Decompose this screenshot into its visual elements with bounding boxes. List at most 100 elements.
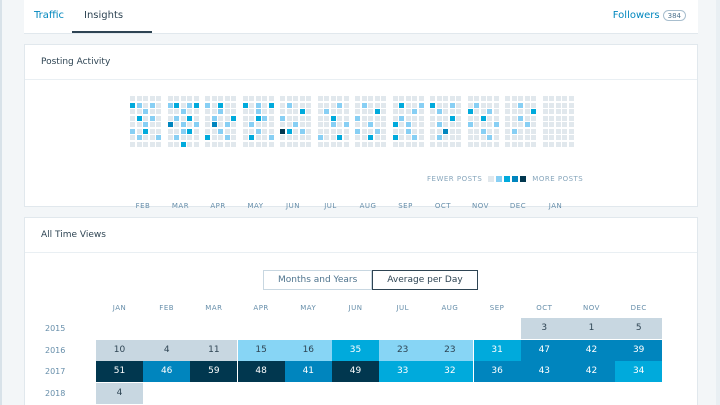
heatmap-day-cell[interactable] [211, 128, 217, 134]
heatmap-day-cell[interactable] [562, 128, 567, 134]
heatmap-day-cell[interactable] [268, 115, 274, 121]
heatmap-day-cell[interactable] [474, 109, 479, 114]
heatmap-day-cell[interactable] [511, 135, 517, 140]
heatmap-day-cell[interactable] [542, 135, 548, 140]
heatmap-day-cell[interactable] [262, 135, 267, 140]
heatmap-day-cell[interactable] [430, 109, 435, 114]
heatmap-day-cell[interactable] [317, 141, 323, 147]
heatmap-day-cell[interactable] [511, 115, 517, 121]
heatmap-day-cell[interactable] [262, 115, 267, 121]
heatmap-day-cell[interactable] [324, 96, 329, 101]
heatmap-day-cell[interactable] [242, 96, 248, 101]
views-cell[interactable]: 42 [568, 361, 615, 382]
heatmap-day-cell[interactable] [480, 122, 486, 127]
heatmap-day-cell[interactable] [562, 115, 567, 121]
heatmap-day-cell[interactable] [381, 135, 386, 140]
heatmap-day-cell[interactable] [374, 109, 380, 114]
heatmap-day-cell[interactable] [306, 128, 311, 134]
heatmap-day-cell[interactable] [306, 141, 311, 147]
heatmap-day-cell[interactable] [505, 109, 510, 114]
heatmap-day-cell[interactable] [180, 96, 186, 101]
views-cell[interactable]: 34 [615, 361, 663, 382]
heatmap-day-cell[interactable] [518, 115, 523, 121]
views-cell[interactable]: 43 [520, 361, 568, 382]
heatmap-day-cell[interactable] [418, 115, 424, 121]
heatmap-day-cell[interactable] [255, 102, 261, 108]
heatmap-day-cell[interactable] [549, 135, 554, 140]
heatmap-day-cell[interactable] [474, 122, 479, 127]
heatmap-day-cell[interactable] [167, 115, 173, 121]
heatmap-day-cell[interactable] [317, 109, 323, 114]
heatmap-day-cell[interactable] [562, 135, 567, 140]
heatmap-day-cell[interactable] [130, 135, 135, 140]
heatmap-day-cell[interactable] [143, 135, 148, 140]
heatmap-day-cell[interactable] [211, 109, 217, 114]
heatmap-day-cell[interactable] [324, 141, 329, 147]
heatmap-day-cell[interactable] [136, 141, 142, 147]
heatmap-day-cell[interactable] [418, 109, 424, 114]
heatmap-day-cell[interactable] [262, 141, 267, 147]
heatmap-day-cell[interactable] [180, 122, 186, 127]
heatmap-day-cell[interactable] [174, 109, 179, 114]
heatmap-day-cell[interactable] [280, 96, 285, 101]
heatmap-day-cell[interactable] [255, 122, 261, 127]
heatmap-day-cell[interactable] [542, 122, 548, 127]
heatmap-day-cell[interactable] [381, 115, 386, 121]
heatmap-day-cell[interactable] [361, 96, 367, 101]
heatmap-day-cell[interactable] [524, 141, 530, 147]
heatmap-day-cell[interactable] [493, 122, 499, 127]
heatmap-day-cell[interactable] [156, 96, 161, 101]
heatmap-day-cell[interactable] [180, 141, 186, 147]
heatmap-day-cell[interactable] [405, 102, 411, 108]
heatmap-day-cell[interactable] [443, 109, 448, 114]
heatmap-day-cell[interactable] [418, 96, 424, 101]
heatmap-day-cell[interactable] [337, 135, 342, 140]
heatmap-day-cell[interactable] [286, 109, 292, 114]
heatmap-day-cell[interactable] [549, 102, 554, 108]
heatmap-day-cell[interactable] [187, 115, 192, 121]
heatmap-day-cell[interactable] [167, 135, 173, 140]
heatmap-day-cell[interactable] [324, 115, 329, 121]
heatmap-day-cell[interactable] [286, 102, 292, 108]
heatmap-day-cell[interactable] [231, 135, 236, 140]
heatmap-day-cell[interactable] [436, 115, 442, 121]
heatmap-day-cell[interactable] [361, 122, 367, 127]
heatmap-day-cell[interactable] [130, 122, 135, 127]
heatmap-day-cell[interactable] [474, 135, 479, 140]
heatmap-day-cell[interactable] [505, 128, 510, 134]
heatmap-day-cell[interactable] [306, 109, 311, 114]
heatmap-day-cell[interactable] [231, 128, 236, 134]
heatmap-day-cell[interactable] [130, 115, 135, 121]
heatmap-day-cell[interactable] [467, 135, 473, 140]
heatmap-day-cell[interactable] [443, 141, 448, 147]
heatmap-day-cell[interactable] [405, 141, 411, 147]
heatmap-day-cell[interactable] [531, 109, 536, 114]
heatmap-day-cell[interactable] [337, 141, 342, 147]
heatmap-day-cell[interactable] [392, 96, 398, 101]
heatmap-day-cell[interactable] [317, 102, 323, 108]
heatmap-day-cell[interactable] [337, 128, 342, 134]
heatmap-day-cell[interactable] [324, 109, 329, 114]
heatmap-day-cell[interactable] [286, 141, 292, 147]
heatmap-day-cell[interactable] [193, 109, 199, 114]
heatmap-day-cell[interactable] [306, 102, 311, 108]
heatmap-day-cell[interactable] [399, 128, 404, 134]
heatmap-day-cell[interactable] [361, 102, 367, 108]
heatmap-day-cell[interactable] [443, 122, 448, 127]
heatmap-day-cell[interactable] [330, 128, 336, 134]
heatmap-day-cell[interactable] [231, 122, 236, 127]
heatmap-day-cell[interactable] [211, 102, 217, 108]
heatmap-day-cell[interactable] [231, 96, 236, 101]
heatmap-day-cell[interactable] [306, 122, 311, 127]
heatmap-day-cell[interactable] [286, 135, 292, 140]
heatmap-day-cell[interactable] [449, 128, 455, 134]
views-cell[interactable]: 5 [615, 318, 663, 339]
heatmap-day-cell[interactable] [436, 102, 442, 108]
heatmap-day-cell[interactable] [412, 96, 417, 101]
heatmap-day-cell[interactable] [518, 128, 523, 134]
heatmap-day-cell[interactable] [149, 135, 155, 140]
heatmap-day-cell[interactable] [412, 128, 417, 134]
heatmap-day-cell[interactable] [330, 102, 336, 108]
heatmap-day-cell[interactable] [143, 122, 148, 127]
heatmap-day-cell[interactable] [130, 109, 135, 114]
